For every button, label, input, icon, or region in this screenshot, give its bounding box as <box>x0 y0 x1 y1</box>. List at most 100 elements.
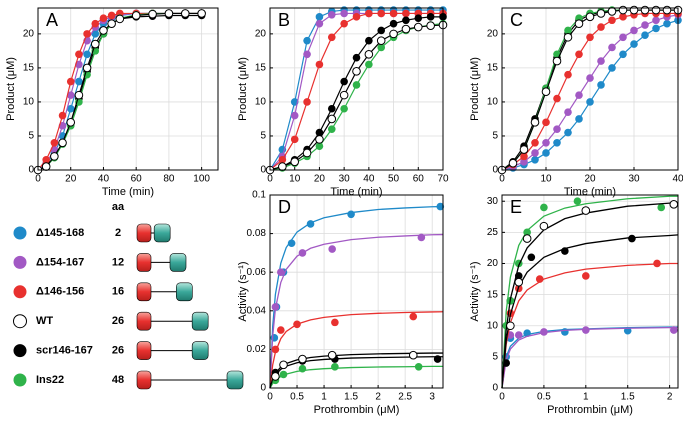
data-point <box>670 326 678 334</box>
data-point <box>575 91 583 99</box>
x-axis-label: Prothrombin (μM) <box>547 404 633 416</box>
data-point <box>553 94 561 103</box>
data-point <box>514 277 524 287</box>
legend-label: scr146-167 <box>36 345 93 357</box>
data-point <box>90 39 100 49</box>
x-tick-label: 2 <box>375 392 381 403</box>
data-point <box>340 77 348 86</box>
data-point <box>641 31 649 40</box>
x-tick-label: 1 <box>583 392 589 403</box>
data-point <box>389 29 398 39</box>
y-tick-label: 5 <box>28 131 34 142</box>
data-point <box>352 81 361 89</box>
data-point <box>663 19 671 28</box>
data-point <box>107 19 116 28</box>
data-point <box>290 111 299 120</box>
data-point <box>164 9 174 18</box>
domain-teal <box>226 370 244 390</box>
data-point <box>426 13 435 21</box>
data-point <box>365 60 373 69</box>
data-point <box>531 149 539 157</box>
x-tick-label: 20 <box>65 174 77 185</box>
curve <box>269 12 443 171</box>
data-point <box>83 50 91 59</box>
y-tick-label: 10 <box>487 320 499 331</box>
x-tick-label: 1 <box>321 392 327 403</box>
data-point <box>596 9 606 18</box>
data-point <box>331 318 339 327</box>
domain-red <box>136 311 152 331</box>
y-tick-label: 0 <box>28 165 34 176</box>
data-point <box>575 115 583 123</box>
domain-red <box>136 253 152 272</box>
data-point <box>535 275 544 283</box>
data-point <box>315 142 324 150</box>
y-tick-label: 0 <box>260 383 266 394</box>
x-axis-label: Time (min) <box>330 186 382 198</box>
data-point <box>561 247 569 255</box>
y-tick-label: 15 <box>255 63 267 74</box>
y-tick-label: 0.1 <box>252 190 266 201</box>
y-tick-label: 0.08 <box>247 228 267 239</box>
data-point <box>640 5 650 15</box>
y-axis-label: Product (μM) <box>237 57 249 121</box>
domain-red <box>136 282 152 302</box>
data-point <box>514 331 523 339</box>
data-point <box>293 320 301 329</box>
data-point <box>376 36 386 45</box>
legend-marker <box>13 226 27 240</box>
domain-teal <box>153 223 171 243</box>
data-point <box>652 24 660 33</box>
data-point <box>298 249 307 257</box>
data-point <box>563 32 573 42</box>
data-point <box>271 345 280 354</box>
data-point <box>306 220 315 228</box>
data-point <box>540 203 548 212</box>
domain-red <box>136 370 152 390</box>
data-point <box>402 16 410 25</box>
data-point <box>327 114 337 124</box>
data-point <box>82 63 92 73</box>
data-point <box>597 81 605 89</box>
y-tick-label: 0 <box>492 383 498 394</box>
data-point <box>340 9 348 18</box>
x-tick-label: 40 <box>672 174 683 185</box>
data-point <box>651 5 661 15</box>
x-axis-label: Prothrombin (μM) <box>314 404 400 416</box>
data-point <box>573 197 582 206</box>
data-point <box>417 233 426 242</box>
data-point <box>413 22 423 32</box>
data-point <box>315 19 324 28</box>
data-point <box>327 11 336 19</box>
data-point <box>519 145 529 154</box>
data-point <box>426 21 435 30</box>
y-tick-label: 20 <box>23 29 35 40</box>
data-point <box>520 158 528 166</box>
data-point <box>540 328 548 336</box>
data-point <box>290 135 299 144</box>
data-point <box>298 364 307 373</box>
y-tick-label: 10 <box>23 97 35 108</box>
data-point <box>42 155 50 164</box>
data-point <box>585 12 595 22</box>
data-point <box>352 53 361 62</box>
panel-label: B <box>278 10 290 30</box>
x-tick-label: 0.5 <box>537 392 551 403</box>
data-point <box>328 245 336 253</box>
data-point <box>389 9 398 18</box>
y-tick-label: 0 <box>492 165 498 176</box>
data-point <box>50 138 59 147</box>
data-point <box>581 206 591 215</box>
data-point <box>531 155 539 164</box>
data-point <box>315 60 324 69</box>
legend-label: Δ145-168 <box>36 227 84 239</box>
y-axis-label: Activity (s⁻¹) <box>237 261 249 321</box>
data-point <box>66 77 75 86</box>
data-point <box>303 36 311 45</box>
data-point <box>315 13 324 21</box>
data-point <box>574 19 584 28</box>
y-tick-label: 20 <box>487 29 499 40</box>
data-point <box>298 354 307 364</box>
x-tick-label: 1.5 <box>621 392 635 403</box>
data-point <box>628 234 636 243</box>
